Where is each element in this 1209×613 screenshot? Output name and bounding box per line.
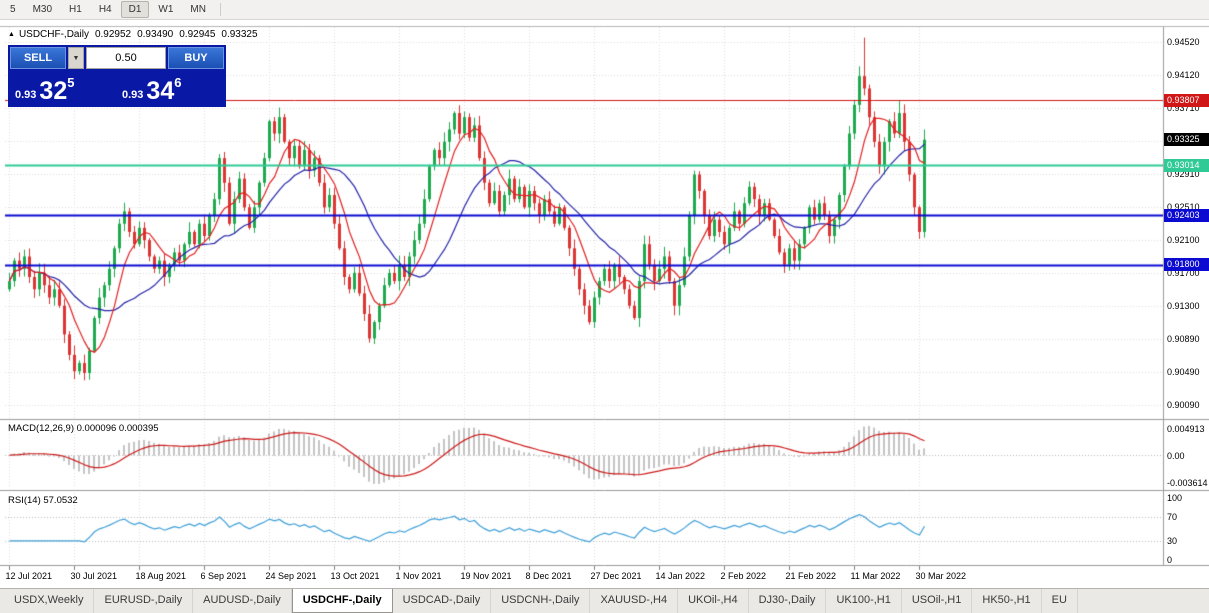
price-axis-label: 0.92910 xyxy=(1167,168,1200,179)
hline-price-tag[interactable]: 0.93807 xyxy=(1164,93,1209,107)
buy-price-pip-digit: 6 xyxy=(174,75,182,90)
macd-axis-min: -0.003614 xyxy=(1167,478,1208,488)
date-axis-label: 1 Nov 2021 xyxy=(395,571,442,581)
sell-button[interactable]: SELL xyxy=(10,47,66,69)
price-axis-label: 0.93710 xyxy=(1167,103,1200,114)
chart-tabs-bar: USDX,Weekly EURUSD-,Daily AUDUSD-,Daily USD… xyxy=(0,588,1209,613)
price-axis-label: 0.91700 xyxy=(1167,267,1200,278)
price-axis-label: 0.90490 xyxy=(1167,367,1200,378)
chart-tab-eu[interactable]: EU xyxy=(1042,589,1078,613)
chart-tab-dj30-daily[interactable]: DJ30-,Daily xyxy=(749,589,827,613)
timeframe-button-5[interactable]: 5 xyxy=(10,4,16,15)
chart-tab-usdchf-daily[interactable]: USDCHF-,Daily xyxy=(291,589,393,613)
date-axis-label: 2 Feb 2022 xyxy=(720,571,767,581)
chart-tab-usdcad-daily[interactable]: USDCAD-,Daily xyxy=(393,589,492,613)
timeframe-toolbar: 5 M30 H1 H4 D1 W1 MN xyxy=(0,0,1209,20)
chart-tab-audusd-daily[interactable]: AUDUSD-,Daily xyxy=(193,589,292,613)
timeframe-button-m30[interactable]: M30 xyxy=(32,4,53,15)
date-axis-label: 12 Jul 2021 xyxy=(5,571,53,581)
chart-tab-usdx-weekly[interactable]: USDX,Weekly xyxy=(4,589,95,613)
date-axis-label: 14 Jan 2022 xyxy=(655,571,706,581)
price-axis-label: 0.91300 xyxy=(1167,300,1200,311)
toolbar-divider xyxy=(219,3,221,16)
date-axis-label: 27 Dec 2021 xyxy=(590,571,642,581)
macd-axis-zero: 0.00 xyxy=(1167,450,1185,461)
date-axis-label: 13 Oct 2021 xyxy=(330,571,380,581)
sell-price-pip-digit: 5 xyxy=(67,75,75,90)
price-axis-label: 0.94520 xyxy=(1167,36,1200,47)
ohlc-close: 0.93325 xyxy=(221,29,258,40)
chart-tab-uk100-h1[interactable]: UK100-,H1 xyxy=(826,589,902,613)
current-price-tag: 0.93325 xyxy=(1164,133,1209,147)
price-axis-label: 0.94120 xyxy=(1167,69,1200,80)
hline-price-tag[interactable]: 0.91800 xyxy=(1164,258,1209,272)
price-axis-label: 0.92510 xyxy=(1167,201,1200,212)
rsi-axis-label: 0 xyxy=(1167,555,1173,565)
chart-tab-ukoil-h4[interactable]: UKOil-,H4 xyxy=(678,589,749,613)
buy-price-big-digits: 34 xyxy=(146,77,175,105)
price-axis-label: 0.90890 xyxy=(1167,334,1200,345)
timeframe-button-h1[interactable]: H1 xyxy=(69,4,82,15)
sell-price-display[interactable]: 0.93 32 5 xyxy=(10,71,117,105)
chart-tab-hk50-h1[interactable]: HK50-,H1 xyxy=(972,589,1042,613)
collapse-trade-panel-icon[interactable]: ▲ xyxy=(8,31,15,38)
sell-price-prefix: 0.93 xyxy=(15,89,37,101)
date-axis-label: 30 Mar 2022 xyxy=(915,571,967,581)
timeframe-button-mn[interactable]: MN xyxy=(190,4,206,15)
hline-price-tag[interactable]: 0.92403 xyxy=(1164,208,1209,222)
buy-button[interactable]: BUY xyxy=(168,47,224,69)
price-axis-label: 0.90090 xyxy=(1167,399,1200,410)
date-axis-label: 6 Sep 2021 xyxy=(200,571,247,581)
date-axis-label: 11 Mar 2022 xyxy=(850,571,901,581)
chart-tab-usdcnh-daily[interactable]: USDCNH-,Daily xyxy=(491,589,591,613)
macd-indicator-header: MACD(12,26,9) 0.000096 0.000395 xyxy=(8,423,159,434)
rsi-axis-label: 30 xyxy=(1167,536,1178,547)
sell-price-big-digits: 32 xyxy=(39,77,68,105)
symbol-title: USDCHF-,Daily xyxy=(18,29,89,40)
price-axis-label: 0.92100 xyxy=(1167,235,1200,246)
timeframe-button-d1[interactable]: D1 xyxy=(120,1,150,18)
chart-tab-usoil-h1[interactable]: USOil-,H1 xyxy=(902,589,973,613)
ohlc-low: 0.92945 xyxy=(179,29,216,40)
macd-axis-max: 0.004913 xyxy=(1167,424,1205,434)
rsi-axis-label: 100 xyxy=(1167,493,1183,503)
volume-input[interactable] xyxy=(86,47,166,69)
hline-price-tag[interactable]: 0.93014 xyxy=(1164,158,1209,172)
buy-price-prefix: 0.93 xyxy=(122,89,144,101)
date-axis-label: 21 Feb 2022 xyxy=(785,571,837,581)
rsi-axis-label: 70 xyxy=(1167,511,1178,522)
date-axis-label: 18 Aug 2021 xyxy=(135,571,187,581)
date-axis-label: 30 Jul 2021 xyxy=(70,571,118,581)
ohlc-high: 0.93490 xyxy=(137,29,174,40)
timeframe-button-h4[interactable]: H4 xyxy=(98,4,112,15)
timeframe-button-w1[interactable]: W1 xyxy=(158,4,174,15)
buy-price-display[interactable]: 0.93 34 6 xyxy=(117,71,224,105)
chart-ohlc-header: ▲ USDCHF-,Daily 0.92952 0.93490 0.92945 … xyxy=(8,29,258,40)
date-axis-label: 24 Sep 2021 xyxy=(265,571,317,581)
volume-dropdown-icon[interactable]: ▼ xyxy=(68,47,84,69)
chart-tab-xauusd-h4[interactable]: XAUUSD-,H4 xyxy=(590,589,679,613)
one-click-trading-panel: SELL ▼ BUY 0.93 32 5 0.93 34 6 xyxy=(8,45,226,107)
ohlc-open: 0.92952 xyxy=(94,29,132,40)
chart-tab-eurusd-daily[interactable]: EURUSD-,Daily xyxy=(94,589,194,613)
date-axis-label: 8 Dec 2021 xyxy=(525,571,572,581)
rsi-indicator-header: RSI(14) 57.0532 xyxy=(8,495,78,506)
date-axis-label: 19 Nov 2021 xyxy=(460,571,512,581)
